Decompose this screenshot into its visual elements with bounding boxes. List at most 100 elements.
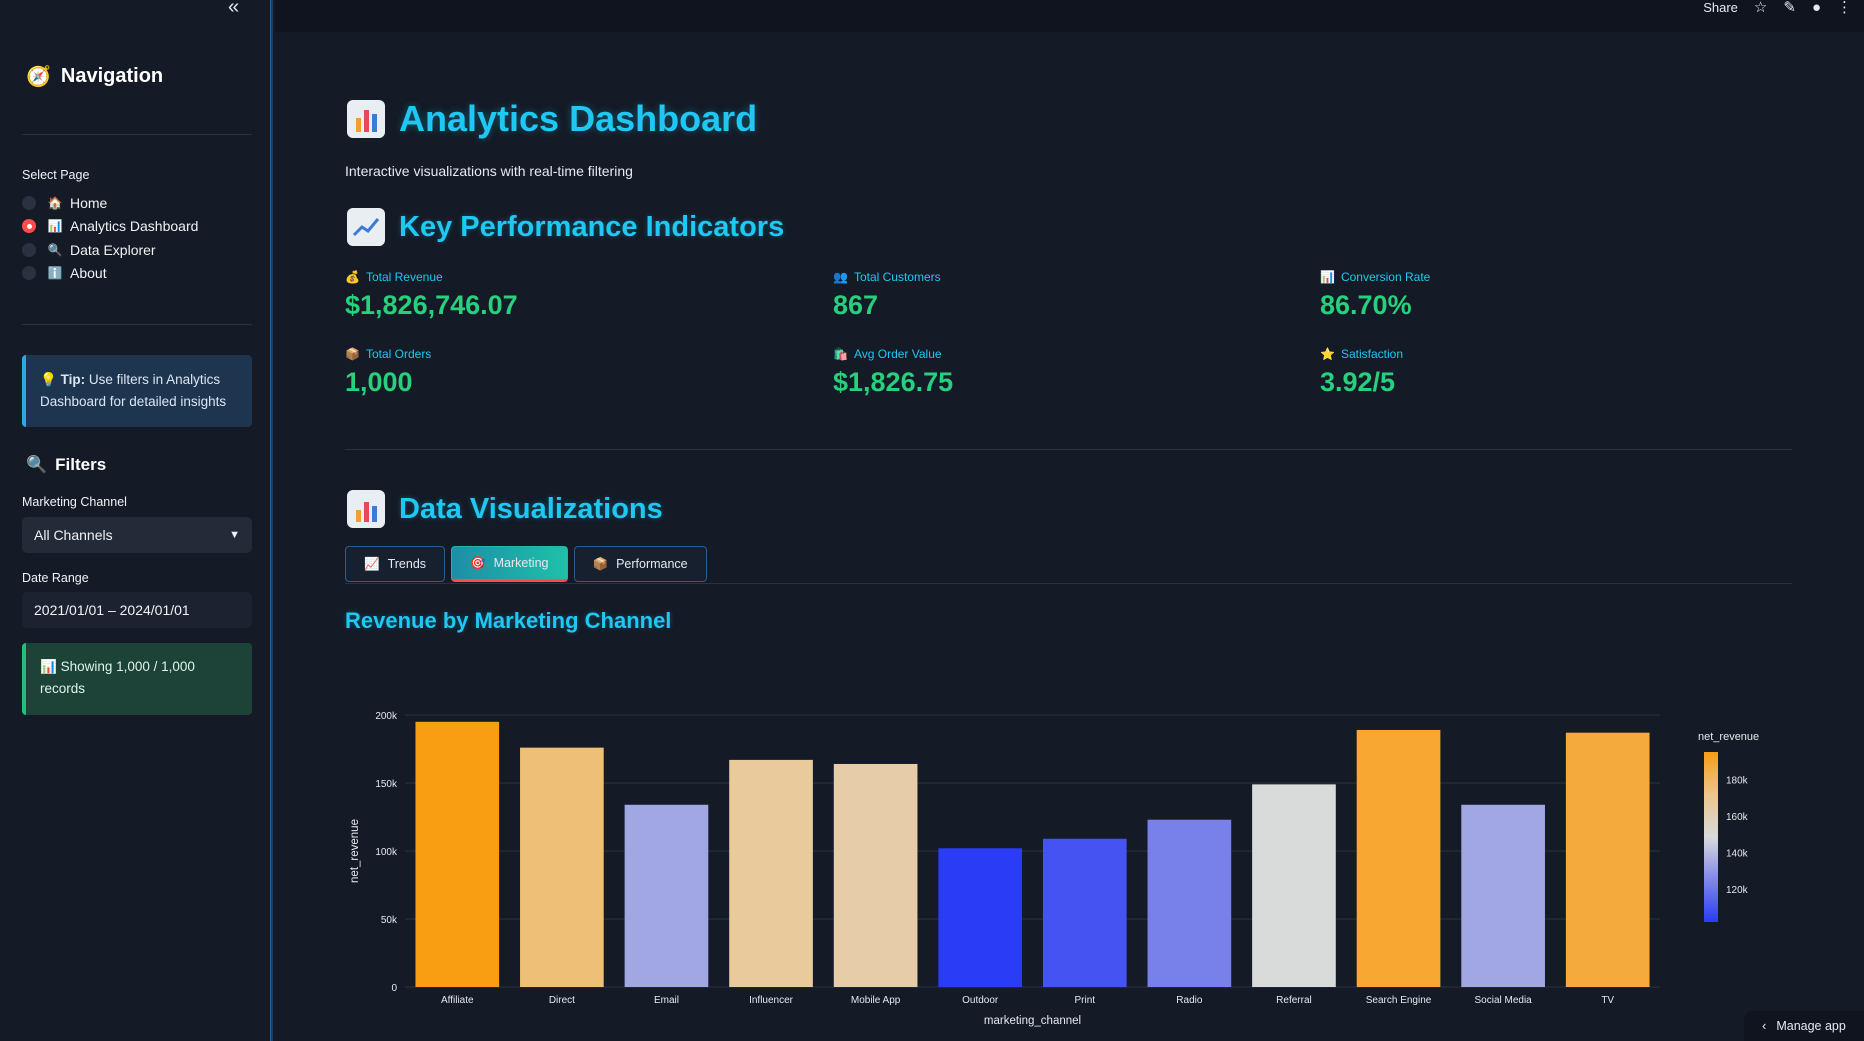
navigation-title: Navigation	[60, 65, 164, 87]
star-icon[interactable]: ☆	[1753, 0, 1768, 16]
trend-chart-icon: 📈	[364, 556, 380, 571]
star-icon: ⭐	[1320, 347, 1335, 361]
marketing-channel-select[interactable]: All Channels ▼	[22, 517, 252, 553]
bar-print	[1042, 838, 1127, 987]
share-button[interactable]: Share	[1703, 0, 1738, 15]
kpi-total-revenue: 💰 Total Revenue $1,826,746.07	[345, 270, 518, 321]
kpi-value: 1,000	[345, 367, 413, 397]
main-content: Analytics Dashboard Interactive visualiz…	[275, 32, 1864, 1041]
radio-home[interactable]: 🏠 Home	[22, 191, 198, 215]
filters-header: 🔍 Filters	[26, 455, 106, 475]
top-bar: Share ☆ ✎ ● ⋮	[275, 0, 1864, 32]
viz-header: Data Visualizations	[347, 490, 663, 528]
x-tick-label: Email	[654, 995, 679, 1006]
kpi-label: 📦 Total Orders	[345, 347, 431, 361]
kpi-label-text: Satisfaction	[1340, 347, 1403, 361]
bar-social-media	[1461, 804, 1545, 987]
kpi-value: $1,826.75	[833, 367, 954, 397]
radio-label: Data Explorer	[70, 241, 156, 258]
x-tick-label: Influencer	[749, 995, 794, 1006]
bar-affiliate	[415, 721, 500, 987]
kpi-title: Key Performance Indicators	[399, 210, 785, 243]
kpi-label: 👥 Total Customers	[833, 270, 941, 284]
radio-dot[interactable]	[22, 242, 36, 257]
colorbar-tick-label: 140k	[1726, 849, 1749, 860]
kpi-label: ⭐ Satisfaction	[1320, 347, 1403, 361]
github-icon[interactable]: ●	[1811, 0, 1821, 16]
date-range-value: 2021/01/01 – 2024/01/01	[34, 602, 190, 618]
y-tick-label: 100k	[375, 847, 398, 858]
kpi-label-text: Total Orders	[365, 347, 432, 361]
revenue-bar-chart: 0 50k 100k 150k 200k Affiliate Direct Email Infl…	[349, 711, 1759, 1027]
radio-analytics-dashboard[interactable]: 📊 Analytics Dashboard	[22, 215, 198, 239]
select-page-label: Select Page	[22, 168, 90, 182]
x-tick-label: Direct	[549, 995, 575, 1006]
page-radio-group: 🏠 Home 📊 Analytics Dashboard 🔍 Data Expl…	[22, 191, 198, 285]
chart-title: Revenue by Marketing Channel	[345, 608, 672, 633]
bar-outdoor	[938, 848, 1023, 987]
kpi-label-text: Total Revenue	[365, 270, 443, 284]
viz-title: Data Visualizations	[399, 492, 663, 525]
radio-dot[interactable]	[22, 195, 36, 210]
people-icon: 👥	[833, 270, 848, 284]
tip-box: 💡 Tip: Use filters in Analytics Dashboar…	[22, 355, 252, 427]
page-title-row: Analytics Dashboard	[347, 98, 757, 140]
magnifier-icon: 🔍	[26, 455, 48, 474]
more-menu-icon[interactable]: ⋮	[1837, 0, 1852, 16]
sidebar: « 🧭 Navigation Select Page 🏠 Home 📊 Anal…	[0, 0, 273, 1041]
package-icon: 📦	[345, 347, 360, 361]
tab-performance[interactable]: 📦 Performance	[573, 546, 707, 582]
kpi-label-text: Total Customers	[853, 270, 941, 284]
colorbar	[1704, 752, 1718, 922]
marketing-channel-label: Marketing Channel	[22, 495, 127, 509]
kpi-total-customers: 👥 Total Customers 867	[833, 270, 941, 321]
x-tick-label: Print	[1075, 995, 1096, 1006]
target-icon: 🎯	[470, 555, 486, 570]
chevron-down-icon: ▼	[229, 529, 240, 541]
collapse-sidebar-icon[interactable]: «	[228, 0, 240, 18]
house-icon: 🏠	[47, 195, 63, 210]
radio-dot[interactable]	[22, 266, 36, 281]
radio-label: About	[70, 265, 107, 282]
colorbar-title: net_revenue	[1698, 731, 1759, 743]
kpi-conversion-rate: 📊 Conversion Rate 86.70%	[1320, 270, 1430, 321]
kpi-label: 📊 Conversion Rate	[1320, 270, 1430, 284]
radio-dot-selected[interactable]	[22, 219, 36, 234]
page-subtitle: Interactive visualizations with real-tim…	[345, 163, 633, 179]
bar-chart-icon: 📊	[40, 659, 57, 674]
sidebar-divider	[22, 134, 252, 135]
kpi-header: Key Performance Indicators	[347, 208, 784, 246]
bar-search-engine	[1356, 729, 1441, 987]
radio-about[interactable]: ℹ️ About	[22, 262, 198, 286]
kpi-label: 🛍️ Avg Order Value	[833, 347, 953, 361]
sidebar-divider	[22, 324, 252, 325]
tab-marketing[interactable]: 🎯 Marketing	[451, 546, 568, 582]
kpi-value: $1,826,746.07	[345, 290, 518, 320]
x-tick-label: Social Media	[1474, 995, 1532, 1006]
kpi-avg-order-value: 🛍️ Avg Order Value $1,826.75	[833, 347, 953, 398]
x-tick-label: Affiliate	[441, 995, 474, 1006]
tab-label: Trends	[387, 557, 427, 571]
tip-text: Use filters in Analytics Dashboard for d…	[40, 372, 227, 409]
records-text: Showing 1,000 / 1,000 records	[40, 659, 195, 696]
package-icon: 📦	[592, 556, 609, 571]
date-range-input[interactable]: 2021/01/01 – 2024/01/01	[22, 592, 252, 628]
trend-chart-icon	[347, 208, 385, 246]
tab-underline	[345, 583, 1792, 584]
tab-label: Performance	[616, 557, 688, 571]
radio-data-explorer[interactable]: 🔍 Data Explorer	[22, 238, 198, 262]
kpi-label: 💰 Total Revenue	[345, 270, 518, 284]
bar-radio	[1147, 819, 1232, 987]
magnifier-icon: 🔍	[47, 242, 63, 257]
kpi-label-text: Conversion Rate	[1340, 270, 1431, 284]
radio-label: Analytics Dashboard	[70, 218, 199, 235]
topbar-actions: Share ☆ ✎ ● ⋮	[1703, 0, 1852, 16]
bar-chart-icon	[347, 100, 385, 138]
tab-trends[interactable]: 📈 Trends	[345, 546, 446, 582]
kpi-value: 3.92/5	[1320, 367, 1396, 397]
edit-icon[interactable]: ✎	[1783, 0, 1796, 16]
manage-app-button[interactable]: ‹ Manage app	[1744, 1011, 1864, 1041]
radio-label: Home	[70, 194, 108, 211]
kpi-label-text: Avg Order Value	[853, 347, 942, 361]
